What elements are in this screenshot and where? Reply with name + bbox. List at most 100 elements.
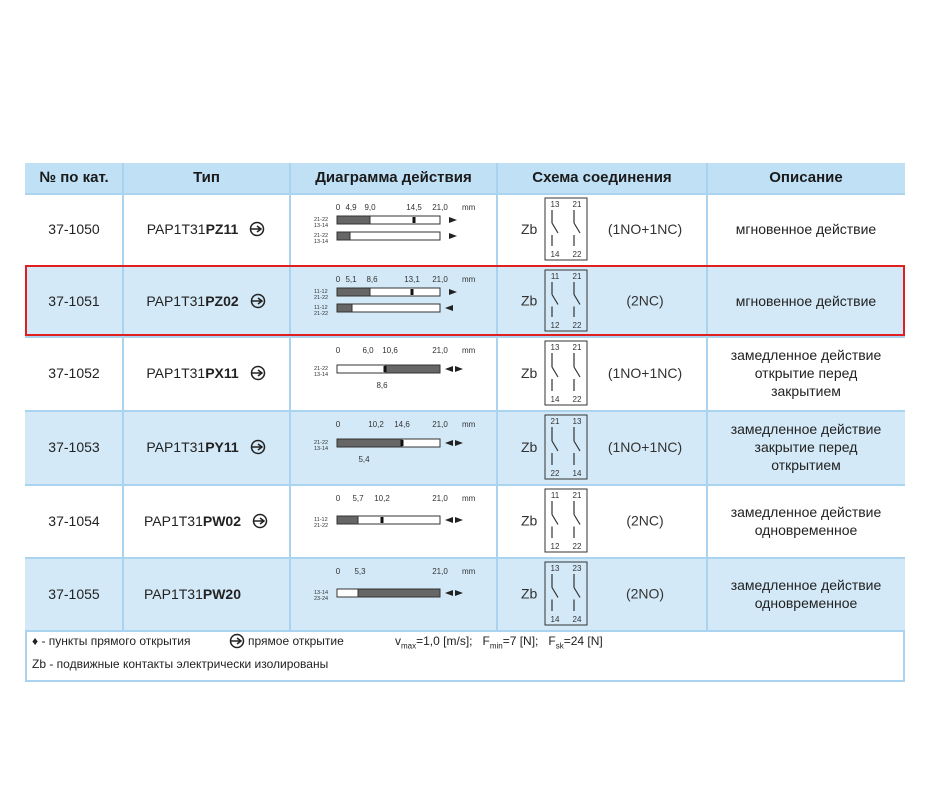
terminal: 22	[573, 395, 582, 404]
diagram-bar-closed	[336, 303, 353, 313]
terminal: 21	[573, 200, 582, 209]
contact-label: 23-24	[314, 596, 328, 602]
icon-arrow	[250, 296, 263, 305]
terminal: 22	[573, 321, 582, 330]
type-prefix: PAP1T31	[146, 221, 206, 237]
catalog-number: 37-1054	[48, 512, 100, 529]
terminal: 13	[573, 417, 582, 426]
terminal: 24	[573, 615, 582, 624]
diagram-tick: 14,5	[406, 203, 422, 212]
col-divider	[706, 163, 708, 630]
direct-point	[412, 217, 416, 223]
diagram-tick: 5,1	[345, 275, 357, 284]
contacts: (1NO+1NC)	[608, 439, 682, 455]
diagram-unit: mm	[462, 346, 476, 355]
formula-part: =7 [N]; F	[502, 634, 556, 648]
header-cell: Диаграмма действия	[315, 169, 472, 186]
diagram-below: 8,6	[376, 381, 388, 390]
schema-label: Zb	[521, 221, 538, 237]
description-line: одновременное	[754, 521, 858, 538]
schema-box	[544, 561, 588, 626]
terminal: 14	[551, 250, 560, 259]
schema-box	[544, 414, 588, 480]
arrow	[445, 590, 453, 596]
contact-label: 21-22	[314, 440, 328, 446]
catalog-number: 37-1053	[48, 439, 100, 455]
contact-symbol	[551, 427, 559, 465]
type-cell: PAP1T31 PZ11	[123, 193, 290, 265]
direct-point	[400, 440, 404, 446]
diagram-bar-closed	[336, 287, 371, 297]
terminal: 21	[551, 417, 560, 426]
description-line: одновременное	[754, 594, 858, 611]
diagram-tick: 10,6	[382, 346, 398, 355]
contacts: (2NC)	[626, 293, 663, 309]
row-bg	[25, 410, 905, 484]
footer-direct-opening: прямое открытие	[228, 633, 344, 649]
type-cell: PAP1T31 PZ02	[123, 265, 290, 336]
icon-arrow	[250, 443, 263, 451]
diagram-tick: 0	[336, 275, 341, 284]
diagram-tick: 0	[336, 346, 341, 355]
diagram-below: 5,4	[358, 455, 370, 464]
catalog-number: 37-1050	[48, 221, 100, 237]
description: замедленное действие одновременное	[707, 557, 905, 630]
col-divider	[122, 163, 124, 630]
contacts: (2NC)	[626, 513, 663, 529]
icon-arrow	[230, 637, 243, 645]
contact-label: 11-12	[314, 289, 328, 295]
terminal: 14	[573, 469, 582, 478]
contact-label: 21-22	[314, 366, 328, 372]
schema-label: Zb	[521, 365, 538, 381]
direct-point	[383, 366, 387, 372]
header-cell: Схема соединения	[532, 169, 672, 186]
highlight-box	[25, 265, 905, 336]
icon-arrow	[253, 516, 266, 525]
description-line: замедленное действие	[730, 503, 882, 520]
type-cell: PAP1T31 PX11	[123, 336, 290, 410]
diagram-tick: 21,0	[432, 494, 448, 503]
positive-opening-icon	[250, 365, 265, 381]
header-bg	[25, 163, 905, 193]
arrow	[449, 217, 457, 223]
positive-opening-icon	[250, 221, 265, 237]
diagram-tick: 10,2	[374, 494, 390, 503]
row-bg	[25, 484, 905, 557]
diagram-tick: 21,0	[432, 346, 448, 355]
direct-point	[410, 289, 414, 295]
contact-label: 13-14	[314, 590, 328, 596]
terminal: 14	[551, 615, 560, 624]
arrow	[445, 366, 453, 372]
contact-label: 11-12	[314, 305, 328, 311]
diagram-tick: 0	[336, 420, 341, 429]
positive-opening-icon	[250, 439, 265, 455]
diagram-unit: mm	[462, 420, 476, 429]
type-suffix: PY11	[205, 439, 239, 455]
header-cell: Тип	[193, 169, 220, 186]
diagram-tick: 21,0	[432, 275, 448, 284]
diagram-tick: 5,7	[352, 494, 364, 503]
diagram-bar-closed	[336, 215, 371, 225]
contacts: (1NO+1NC)	[608, 221, 682, 237]
diagram-unit: mm	[462, 494, 476, 503]
arrow	[445, 517, 453, 523]
header-cell: № по кат.	[39, 169, 109, 186]
schema-box	[544, 488, 588, 553]
contact-symbol	[573, 353, 581, 391]
type-cell: PAP1T31 PW02	[123, 484, 290, 557]
contact-label: 11-12	[314, 517, 328, 523]
arrow	[445, 440, 453, 446]
schema-label: Zb	[521, 586, 538, 602]
contact-symbol	[573, 574, 581, 611]
diagram-bar-closed	[336, 515, 359, 525]
terminal: 21	[573, 272, 582, 281]
contact-label: 21-22	[314, 311, 328, 317]
row-bg	[25, 193, 905, 265]
icon-arrow	[250, 225, 263, 233]
diagram-bar-closed	[357, 588, 441, 598]
diagram-tick: 0	[336, 203, 341, 212]
type-cell: PAP1T31 PW20	[123, 557, 290, 630]
contact-label: 21-22	[314, 217, 328, 223]
formula-part: =24 [N]	[563, 634, 603, 648]
